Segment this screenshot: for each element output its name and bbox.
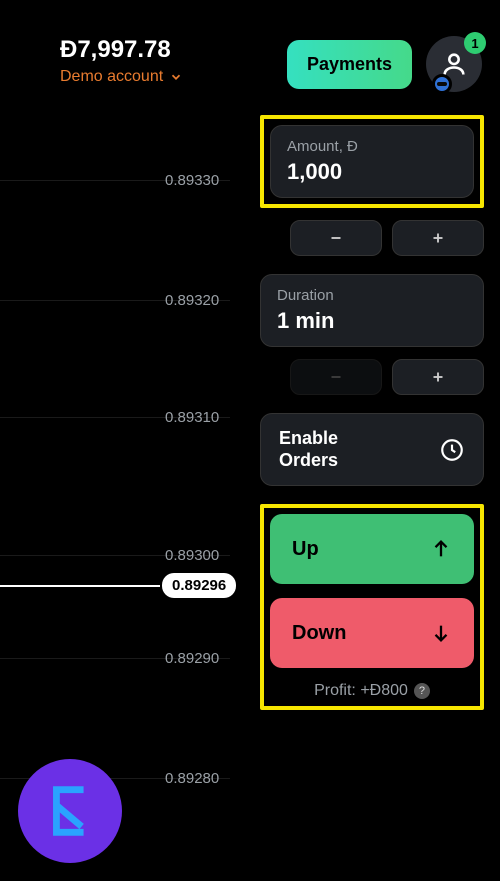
status-indicator <box>432 74 452 94</box>
current-price-line <box>0 585 160 587</box>
payments-button[interactable]: Payments <box>287 40 412 89</box>
up-label: Up <box>292 538 319 561</box>
grid-label: 0.89300 <box>165 547 219 564</box>
brand-logo <box>18 759 122 863</box>
enable-orders-button[interactable]: Enable Orders <box>260 413 484 486</box>
duration-card[interactable]: Duration 1 min <box>260 274 484 347</box>
amount-plus-button[interactable] <box>392 220 484 256</box>
account-label: Demo account <box>60 68 163 86</box>
plus-icon <box>429 368 447 386</box>
profit-label: Profit: +Ð800 <box>314 682 408 700</box>
profit-row: Profit: +Ð800 ? <box>270 682 474 700</box>
balance-block: Ð7,997.78 Demo account <box>60 36 183 86</box>
amount-value: 1,000 <box>287 159 457 185</box>
notification-badge: 1 <box>464 32 486 54</box>
chevron-down-icon <box>169 70 183 84</box>
duration-plus-button[interactable] <box>392 359 484 395</box>
balance-amount: Ð7,997.78 <box>60 36 183 64</box>
grid-label: 0.89330 <box>165 172 219 189</box>
grid-label: 0.89290 <box>165 650 219 667</box>
amount-label: Amount, Ð <box>287 138 457 155</box>
grid-label: 0.89280 <box>165 770 219 787</box>
minus-icon <box>327 368 345 386</box>
duration-minus-button <box>290 359 382 395</box>
plus-icon <box>429 229 447 247</box>
duration-value: 1 min <box>277 308 467 334</box>
arrow-down-icon <box>430 622 452 644</box>
amount-minus-button[interactable] <box>290 220 382 256</box>
account-selector[interactable]: Demo account <box>60 68 183 86</box>
minus-icon <box>327 229 345 247</box>
down-button[interactable]: Down <box>270 598 474 668</box>
enable-orders-label: Enable Orders <box>279 428 389 471</box>
current-price-pill: 0.89296 <box>162 573 236 598</box>
grid-label: 0.89320 <box>165 292 219 309</box>
help-icon[interactable]: ? <box>414 683 430 699</box>
amount-card[interactable]: Amount, Ð 1,000 <box>270 125 474 198</box>
profile-avatar[interactable]: 1 <box>426 36 482 92</box>
duration-label: Duration <box>277 287 467 304</box>
logo-icon <box>39 780 101 842</box>
down-label: Down <box>292 622 346 645</box>
grid-label: 0.89310 <box>165 409 219 426</box>
amount-highlight: Amount, Ð 1,000 <box>260 115 484 208</box>
price-chart: 0.89330 0.89320 0.89310 0.89300 0.89290 0.892… <box>0 100 260 881</box>
clock-icon <box>439 437 465 463</box>
up-button[interactable]: Up <box>270 514 474 584</box>
arrow-up-icon <box>430 538 452 560</box>
trade-highlight: Up Down Profit: +Ð800 ? <box>260 504 484 710</box>
